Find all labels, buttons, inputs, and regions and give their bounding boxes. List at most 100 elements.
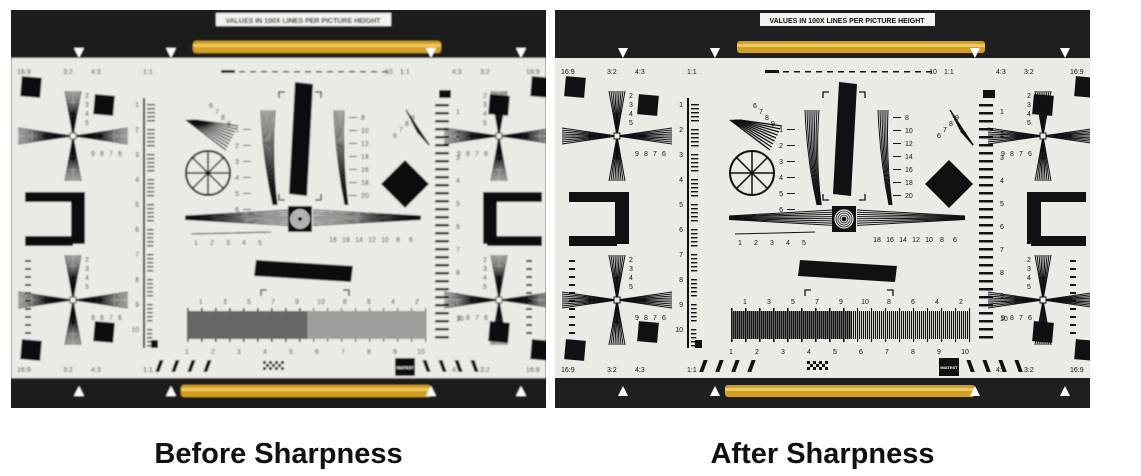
header-label: VALUES IN 100X LINES PER PICTURE HEIGHT	[769, 18, 925, 25]
before-sharpness-image: VALUES IN 100X LINES PER PICTURE HEIGHT 1…	[11, 10, 546, 408]
resolution-bar	[197, 311, 199, 339]
resolution-bar	[325, 311, 327, 339]
star-label: 6	[118, 315, 122, 322]
resolution-bar	[387, 311, 389, 339]
right-scale-bar	[979, 280, 993, 283]
bottom-bars-bottom-label: 4	[263, 349, 267, 356]
resolution-bar	[195, 311, 197, 339]
left-scale-tick	[147, 212, 154, 214]
resolution-bar	[237, 311, 239, 339]
resolution-bar	[371, 311, 373, 339]
bottom-bars-top-label: 2	[415, 299, 419, 306]
resolution-bar	[223, 311, 225, 339]
edge-stripe	[25, 324, 31, 326]
wedge-line	[335, 109, 347, 206]
resolution-bar	[945, 311, 947, 339]
resolution-bar	[227, 311, 229, 339]
checker-cell	[263, 361, 266, 364]
ratio-label-top-right: 3:2	[480, 69, 490, 76]
resolution-bar	[373, 311, 375, 339]
left-scale-tick	[691, 237, 698, 239]
star-line	[498, 135, 546, 144]
resolution-bar	[305, 311, 307, 339]
wedge-line	[268, 109, 276, 206]
ratio-label-top-right: 3:2	[1024, 69, 1034, 76]
scale-bar-dash	[316, 71, 322, 73]
wedge-line	[806, 109, 819, 206]
resolution-bar	[835, 311, 837, 339]
left-scale-tick	[691, 254, 698, 256]
wedge-right-tick	[893, 169, 901, 170]
resolution-bar	[243, 308, 245, 342]
resolution-bar	[189, 311, 191, 339]
scale-bar-dash	[261, 71, 267, 73]
resolution-bar	[311, 311, 313, 339]
slanted-black-bar	[289, 82, 313, 196]
wheel-spoke	[751, 156, 769, 174]
resolution-bar	[423, 311, 425, 339]
left-scale-tick	[691, 116, 699, 118]
star-line	[72, 299, 129, 309]
horiz-wedge-line	[312, 213, 422, 218]
resolution-bar	[951, 311, 953, 339]
horiz-wedge-line	[728, 219, 834, 226]
resolution-bar	[377, 311, 379, 339]
resolution-bar	[821, 311, 823, 339]
star-label: 7	[1019, 315, 1023, 322]
checker-cell	[819, 367, 822, 370]
left-scale-label: 10	[675, 327, 683, 334]
horiz-wedge-line	[856, 216, 966, 218]
horiz-wedge-line	[312, 211, 422, 217]
checker-cell	[275, 367, 278, 370]
right-scale-bar	[435, 304, 449, 307]
fan-label: 8	[221, 115, 225, 122]
right-scale-label: 7	[456, 247, 460, 254]
fan-line	[194, 119, 237, 130]
resolution-bar	[895, 311, 897, 339]
left-scale-tick	[691, 266, 698, 268]
resolution-bar	[375, 311, 377, 339]
right-scale-bar	[435, 128, 449, 131]
square-marker	[564, 339, 586, 361]
pattern-bar	[438, 360, 447, 372]
right-scale-bar	[435, 192, 449, 195]
triangle-marker	[618, 48, 628, 58]
resolution-bar	[401, 311, 403, 339]
star-label: 4	[483, 111, 487, 118]
resolution-bar	[957, 311, 959, 339]
star-label: 7	[475, 151, 479, 158]
resolution-bar	[963, 311, 965, 339]
resolution-bar	[737, 311, 739, 339]
wedge-line	[879, 109, 891, 206]
star-label: 2	[483, 93, 487, 100]
resolution-bar	[897, 311, 899, 339]
star-label: 8	[466, 151, 470, 158]
right-scale-bar	[435, 272, 449, 275]
horiz-wedge-label: 5	[802, 240, 806, 247]
resolution-bar	[313, 308, 315, 342]
fan-line	[733, 119, 775, 142]
resolution-bar	[297, 311, 299, 339]
right-scale-bar	[979, 296, 993, 299]
horiz-wedge-right-label: 16	[886, 237, 894, 244]
star-line	[616, 90, 626, 137]
horiz-wedge-right-label: 14	[899, 237, 907, 244]
resolution-bar	[767, 311, 769, 339]
star-label: 6	[1028, 315, 1032, 322]
bottom-bars-top-label: 9	[295, 299, 299, 306]
resolution-bar	[409, 311, 411, 339]
wedge-left-tick	[787, 177, 795, 178]
wedge-left-label: 5	[779, 191, 783, 198]
triangle-marker	[1060, 386, 1070, 396]
left-scale-tick	[147, 262, 154, 264]
right-scale-bar	[435, 176, 449, 179]
star-line	[72, 135, 129, 145]
right-scale-label: 10	[456, 316, 464, 323]
star-label: 9	[91, 315, 95, 322]
star-label: 5	[629, 284, 633, 291]
resolution-bar	[209, 311, 211, 339]
star-label: 6	[118, 151, 122, 158]
resolution-bar	[811, 311, 813, 339]
wedge-line	[270, 109, 277, 206]
scale-bar-dash	[893, 71, 899, 73]
